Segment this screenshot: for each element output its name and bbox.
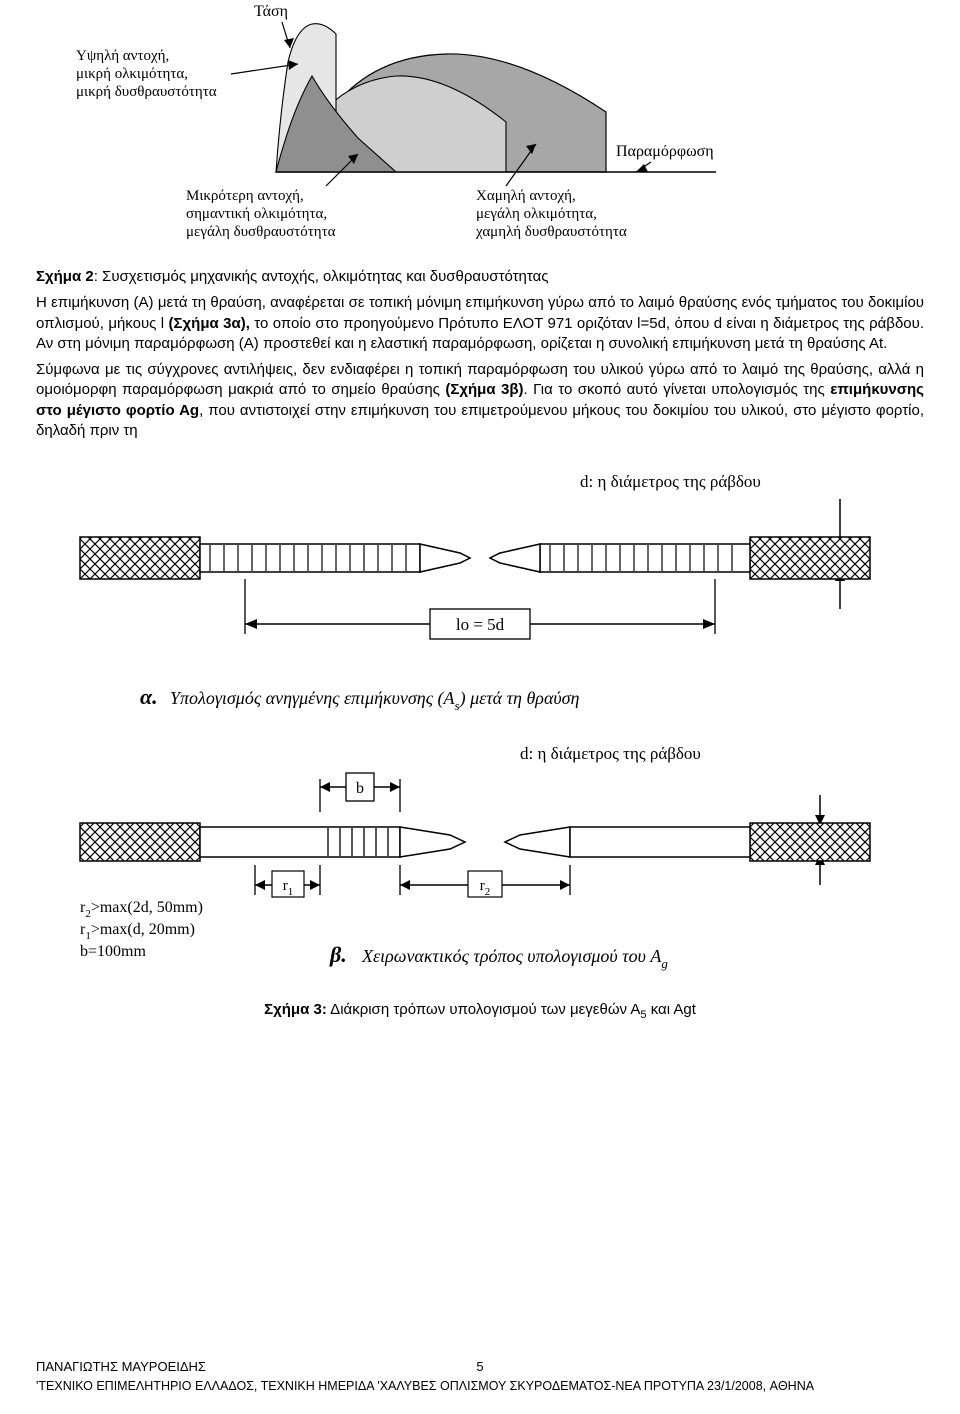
fig3b-note3: b=100mm [80,943,146,960]
figure-3-rest: και Αgt [647,1001,696,1018]
paragraph-1: Η επιμήκυνση (Α) μετά τη θραύση, αναφέρε… [36,293,924,354]
figure-2-caption: Σχήμα 2: Συσχετισμός μηχανικής αντοχής, … [36,267,924,287]
figure-3b-diagram: d: η διάμετρος της ράβδου d b [50,737,910,987]
fig3b-note2: r1>max(d, 20mm) [80,921,195,942]
fig3b-prefix: β. [329,942,347,967]
fig3b-b-label: b [356,780,364,797]
footer-affil: 'ΤΕΧΝΙΚΟ ΕΠΙΜΕΛΗΤΗΡΙΟ ΕΛΛΑΔΟΣ, ΤΕΧΝΙΚΗ Η… [36,1378,924,1394]
para1-bold: (Σχήμα 3α), [169,315,250,332]
page-footer: ΠΑΝΑΓΙΩΤΗΣ ΜΑΥΡΟΕΙΔΗΣ 5 'ΤΕΧΝΙΚΟ ΕΠΙΜΕΛΗ… [0,1359,960,1394]
figure-2-label: Σχήμα 2 [36,268,94,285]
figure-3-label: Σχήμα 3: [264,1001,327,1018]
label-low-strength: Χαμηλή αντοχή, μεγάλη ολκιμότητα, χαμηλή… [475,188,627,240]
fig3b-d-label: d: η διάμετρος της ράβδου [520,744,701,763]
fig3a-prefix: α. [140,684,158,709]
figure-3-text: Διάκριση τρόπων υπολογισμού των μεγεθών … [327,1001,641,1018]
label-high-strength: Υψηλή αντοχή, μικρή ολκιμότητα, μικρή δυ… [76,48,217,100]
fig3a-caption: Υπολογισμός ανηγμένης επιμήκυνσης (As) μ… [170,688,580,713]
footer-pagenum: 5 [476,1359,483,1376]
fig3b-caption: Χειρωνακτικός τρόπος υπολογισμού του Ag [361,946,668,971]
fig3a-lo-label: lo = 5d [456,615,505,634]
para2-bold1: (Σχήμα 3β) [445,381,523,398]
figure-3-caption: Σχήμα 3: Διάκριση τρόπων υπολογισμού των… [36,1001,924,1021]
label-tension: Τάση [254,4,288,20]
figure-2-diagram: Τάση Υψηλή αντοχή, μικρή ολκιμότητα, μικ… [76,4,756,244]
fig3a-d-label: d: η διάμετρος της ράβδου [580,472,761,491]
label-lower-strength: Μικρότερη αντοχή, σημαντική ολκιμότητα, … [186,188,336,240]
paragraph-2: Σύμφωνα με τις σύγχρονες αντιλήψεις, δεν… [36,360,924,441]
para2-b: . Για το σκοπό αυτό γίνεται υπολογισμός … [524,381,831,398]
label-deformation: Παραμόρφωση [616,143,714,160]
fig3b-note1: r2>max(2d, 50mm) [80,899,203,920]
figure-3a-diagram: d: η διάμετρος της ράβδου [50,459,910,729]
figure-2-text: : Συσχετισμός μηχανικής αντοχής, ολκιμότ… [94,268,549,285]
